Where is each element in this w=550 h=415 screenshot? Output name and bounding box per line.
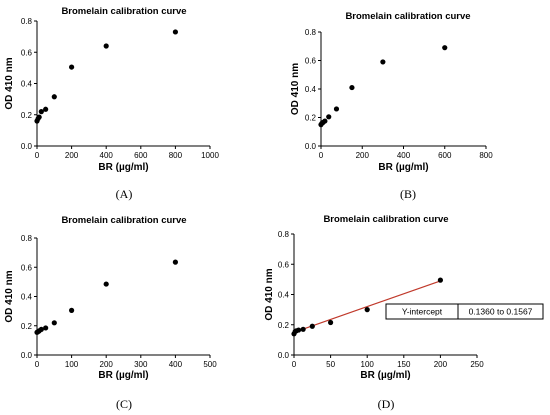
y-tick-label: 0.8 xyxy=(278,230,290,239)
data-point xyxy=(326,114,332,120)
data-point xyxy=(295,327,302,333)
panel-label: (B) xyxy=(400,187,416,201)
chart-panel: Bromelain calibration curve 0.0 0.2 0.4 0.6 0… xyxy=(264,214,544,411)
y-tick-label: 0.6 xyxy=(21,263,33,272)
data-point xyxy=(51,94,57,100)
y-tick-label: 0.0 xyxy=(305,142,317,151)
x-tick-label: 300 xyxy=(134,360,148,369)
x-tick-label: 250 xyxy=(470,360,484,369)
x-tick-label: 100 xyxy=(361,360,375,369)
annotation-box xyxy=(385,303,544,320)
y-tick-label: 0.4 xyxy=(21,80,33,89)
x-tick-label: 800 xyxy=(169,151,183,160)
x-tick-label: 0 xyxy=(319,151,324,160)
data-point xyxy=(43,106,49,112)
data-point xyxy=(328,319,334,326)
y-tick-label: 0.0 xyxy=(21,351,33,360)
chart-title: Bromelain calibration curve xyxy=(61,215,186,226)
x-tick-label: 50 xyxy=(326,360,335,369)
x-tick-label: 800 xyxy=(479,151,493,160)
data-point xyxy=(322,118,328,124)
data-point xyxy=(172,29,178,35)
annotation-label: Y-intercept xyxy=(402,307,443,317)
y-tick-label: 0.2 xyxy=(21,111,33,120)
x-tick-label: 600 xyxy=(134,151,148,160)
x-tick-label: 200 xyxy=(434,360,448,369)
data-point xyxy=(172,259,178,265)
y-tick-label: 0.4 xyxy=(21,293,33,302)
panel-label: (C) xyxy=(116,397,132,411)
data-point xyxy=(103,43,109,49)
x-tick-label: 200 xyxy=(65,151,79,160)
data-point xyxy=(36,114,42,120)
y-tick-label: 0.2 xyxy=(305,114,317,123)
y-tick-label: 0.2 xyxy=(278,321,290,330)
y-axis-label: OD 410 nm xyxy=(290,63,301,115)
x-axis-label: BR (µg/ml) xyxy=(98,370,148,381)
data-point xyxy=(38,109,44,115)
x-tick-label: 100 xyxy=(65,360,79,369)
data-point xyxy=(51,320,57,326)
y-tick-label: 0.0 xyxy=(278,351,290,360)
y-tick-label: 0.4 xyxy=(305,85,317,94)
x-tick-label: 1000 xyxy=(201,151,219,160)
x-tick-label: 0 xyxy=(35,151,40,160)
y-tick-label: 0.2 xyxy=(21,322,33,331)
annotation-value: 0.1360 to 0.1567 xyxy=(469,307,533,317)
data-point xyxy=(380,59,386,65)
chart-title: Bromelain calibration curve xyxy=(323,214,448,225)
y-tick-label: 0.0 xyxy=(21,142,33,151)
data-point xyxy=(309,323,315,329)
y-tick-label: 0.6 xyxy=(278,260,290,269)
data-point xyxy=(300,326,306,332)
y-axis-label: OD 410 nm xyxy=(4,270,15,322)
x-tick-label: 200 xyxy=(100,360,114,369)
data-point xyxy=(349,84,355,91)
y-axis-label: OD 410 nm xyxy=(264,268,275,320)
x-tick-label: 500 xyxy=(203,360,217,369)
data-point xyxy=(38,326,44,333)
data-point xyxy=(437,277,443,283)
y-tick-label: 0.8 xyxy=(21,234,33,243)
x-tick-label: 400 xyxy=(397,151,411,160)
x-axis-label: BR (µg/ml) xyxy=(378,162,428,173)
chart-title: Bromelain calibration curve xyxy=(61,6,186,17)
chart-panel: Bromelain calibration curve 0.0 0.2 0.4 0.6 0… xyxy=(4,6,219,201)
data-point xyxy=(103,281,109,287)
y-intercept-annotation: Y-intercept 0.1360 to 0.1567 xyxy=(385,303,544,320)
data-point xyxy=(333,106,340,112)
data-point xyxy=(442,45,448,51)
x-tick-label: 200 xyxy=(356,151,370,160)
chart-panel: Bromelain calibration curve 0.0 0.2 0.4 0.6 0… xyxy=(4,215,217,411)
x-tick-label: 150 xyxy=(397,360,411,369)
regression-line xyxy=(293,280,441,333)
y-tick-label: 0.6 xyxy=(21,48,33,57)
data-point xyxy=(69,64,75,70)
data-point xyxy=(69,307,75,313)
x-tick-label: 400 xyxy=(100,151,114,160)
x-tick-label: 600 xyxy=(438,151,452,160)
y-tick-label: 0.4 xyxy=(278,291,290,300)
y-tick-label: 0.8 xyxy=(21,17,33,26)
x-axis-label: BR (µg/ml) xyxy=(98,162,148,173)
y-tick-label: 0.8 xyxy=(305,28,317,37)
x-tick-label: 0 xyxy=(35,360,40,369)
panel-label: (A) xyxy=(116,187,133,201)
data-point xyxy=(43,325,49,331)
chart-title: Bromelain calibration curve xyxy=(345,11,470,22)
x-axis-label: BR (µg/ml) xyxy=(360,370,410,381)
y-tick-label: 0.6 xyxy=(305,57,317,66)
x-tick-label: 400 xyxy=(169,360,183,369)
x-tick-label: 0 xyxy=(292,360,297,369)
y-axis-label: OD 410 nm xyxy=(4,57,15,109)
chart-panel: Bromelain calibration curve 0.0 0.2 0.4 0.6 0… xyxy=(290,11,493,201)
panel-label: (D) xyxy=(378,397,395,411)
data-point xyxy=(364,307,370,313)
